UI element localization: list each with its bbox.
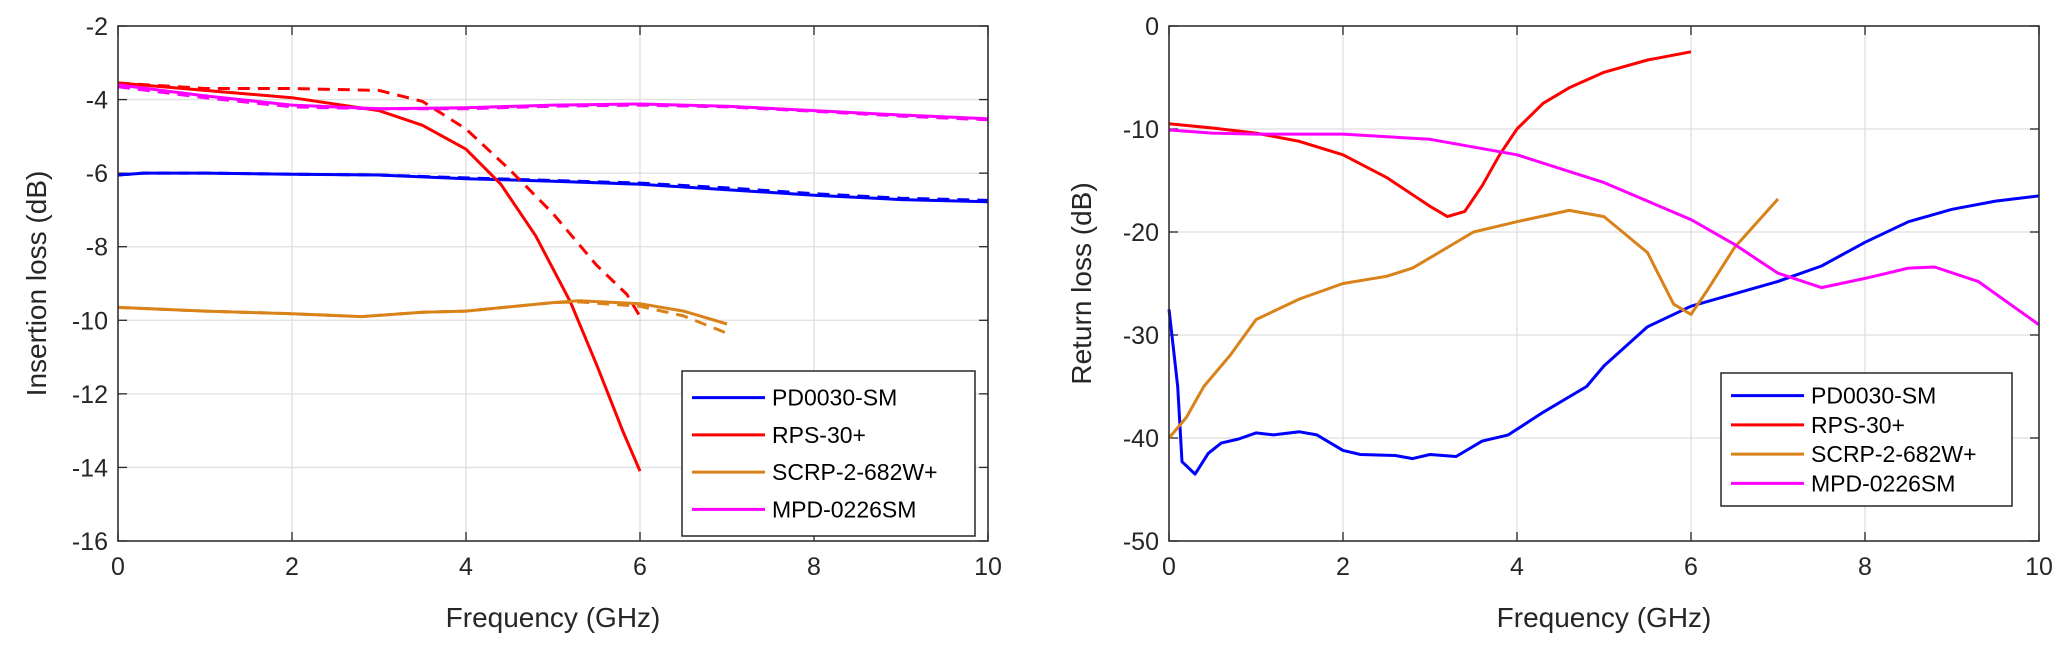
x-tick-label: 8 [1858, 553, 1872, 581]
series-line-pd0030-sm [1167, 194, 2040, 476]
legend-label: RPS-30+ [1811, 412, 1905, 438]
y-axis-label: Insertion loss (dB) [21, 171, 52, 397]
x-tick-label: 2 [285, 553, 299, 581]
y-tick-label: -10 [72, 307, 108, 335]
y-tick-label: -6 [86, 160, 108, 188]
y-tick-label: -12 [72, 381, 108, 409]
series-line-dashed-5 [117, 300, 728, 335]
legend-label: SCRP-2-682W+ [772, 459, 938, 485]
legend-label: PD0030-SM [1811, 383, 1936, 409]
y-tick-label: -50 [1123, 528, 1159, 556]
x-tick-label: 6 [1684, 553, 1698, 581]
x-tick-label: 6 [633, 553, 647, 581]
x-tick-label: 8 [807, 553, 821, 581]
series-line-scrp-2-682w+ [1167, 197, 1780, 439]
x-axis-label: Frequency (GHz) [446, 602, 661, 633]
y-tick-label: -16 [72, 528, 108, 556]
series-line-dashed-7 [117, 85, 989, 122]
return-loss-chart: 0 2 4 6 8 10 -50 -40 -30 -20 -10 0 Frequency (GHz) Re… [1066, 13, 2053, 633]
legend-label: MPD-0226SM [772, 496, 916, 522]
legend: PD0030-SM RPS-30+ SCRP-2-682W+ MPD-0226SM [1720, 372, 2013, 507]
axes-box [1168, 25, 2040, 542]
x-tick-label: 4 [1510, 553, 1524, 581]
legend: PD0030-SM RPS-30+ SCRP-2-682W+ MPD-0226SM [681, 370, 976, 537]
y-tick-label: -40 [1123, 425, 1159, 453]
axes-box [117, 25, 989, 542]
x-tick-label: 2 [1336, 553, 1350, 581]
legend-label: RPS-30+ [772, 422, 866, 448]
y-tick-label: -20 [1123, 219, 1159, 247]
x-tick-label: 0 [1162, 553, 1176, 581]
x-tick-label: 10 [2025, 553, 2053, 581]
y-tick-label: -2 [86, 13, 108, 41]
series-line-dashed-3 [117, 81, 642, 318]
series-line-mpd-0226sm [1168, 128, 2040, 326]
series-line-dashed-1 [117, 171, 989, 202]
insertion-loss-chart: 0 2 4 6 8 10 -16 -14 -12 -10 -8 -6 -4 -2 Frequency (GH… [21, 13, 1002, 633]
legend-label: SCRP-2-682W+ [1811, 441, 1977, 467]
x-tick-label: 0 [111, 553, 125, 581]
y-axis-label: Return loss (dB) [1066, 182, 1097, 384]
y-tick-label: -30 [1123, 322, 1159, 350]
legend-label: MPD-0226SM [1811, 470, 1955, 496]
legend-label: PD0030-SM [772, 385, 897, 411]
x-tick-label: 10 [974, 553, 1002, 581]
series-line-rps-30+ [1168, 50, 1692, 219]
x-axis-label: Frequency (GHz) [1497, 602, 1712, 633]
y-tick-label: -4 [86, 87, 108, 115]
series-line-rps-30+ [117, 81, 642, 472]
y-tick-label: -10 [1123, 116, 1159, 144]
y-tick-label: -14 [72, 454, 108, 482]
y-tick-label: 0 [1145, 13, 1159, 41]
x-tick-label: 4 [459, 553, 473, 581]
y-tick-label: -8 [86, 234, 108, 262]
